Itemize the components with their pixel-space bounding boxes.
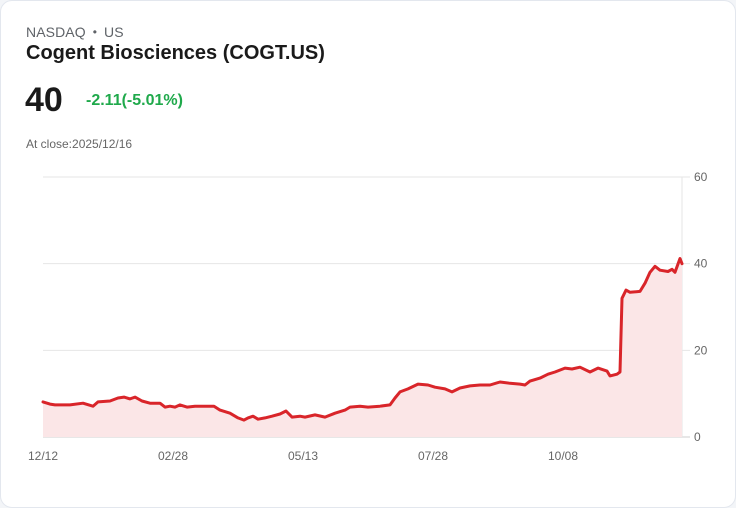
x-tick-label: 10/08 (548, 449, 578, 463)
price-area-fill (43, 258, 682, 437)
y-tick-label: 60 (694, 170, 708, 184)
region: US (104, 24, 124, 40)
exchange-name: NASDAQ (26, 24, 86, 40)
price-change: -2.11(-5.01%) (86, 92, 183, 109)
y-tick-label: 40 (694, 257, 708, 271)
exchange-line: NASDAQ • US (26, 24, 124, 40)
separator-dot: • (92, 25, 98, 39)
close-timestamp: At close:2025/12/16 (26, 137, 133, 151)
x-tick-label: 02/28 (158, 449, 188, 463)
y-tick-label: 20 (694, 343, 708, 357)
y-tick-label: 0 (694, 430, 701, 444)
y-axis-labels: 0 20 40 60 (694, 170, 708, 444)
x-axis-labels: 12/12 02/28 05/13 07/28 10/08 (28, 449, 578, 463)
x-tick-label: 05/13 (288, 449, 318, 463)
stock-title: Cogent Biosciences (COGT.US) (26, 42, 325, 64)
x-tick-label: 07/28 (418, 449, 448, 463)
price-chart[interactable]: 0 20 40 60 12/12 02/28 05/13 07/28 10/08 (0, 160, 736, 470)
x-tick-label: 12/12 (28, 449, 58, 463)
price-line (41, 257, 684, 422)
current-price: 40 (25, 81, 63, 119)
